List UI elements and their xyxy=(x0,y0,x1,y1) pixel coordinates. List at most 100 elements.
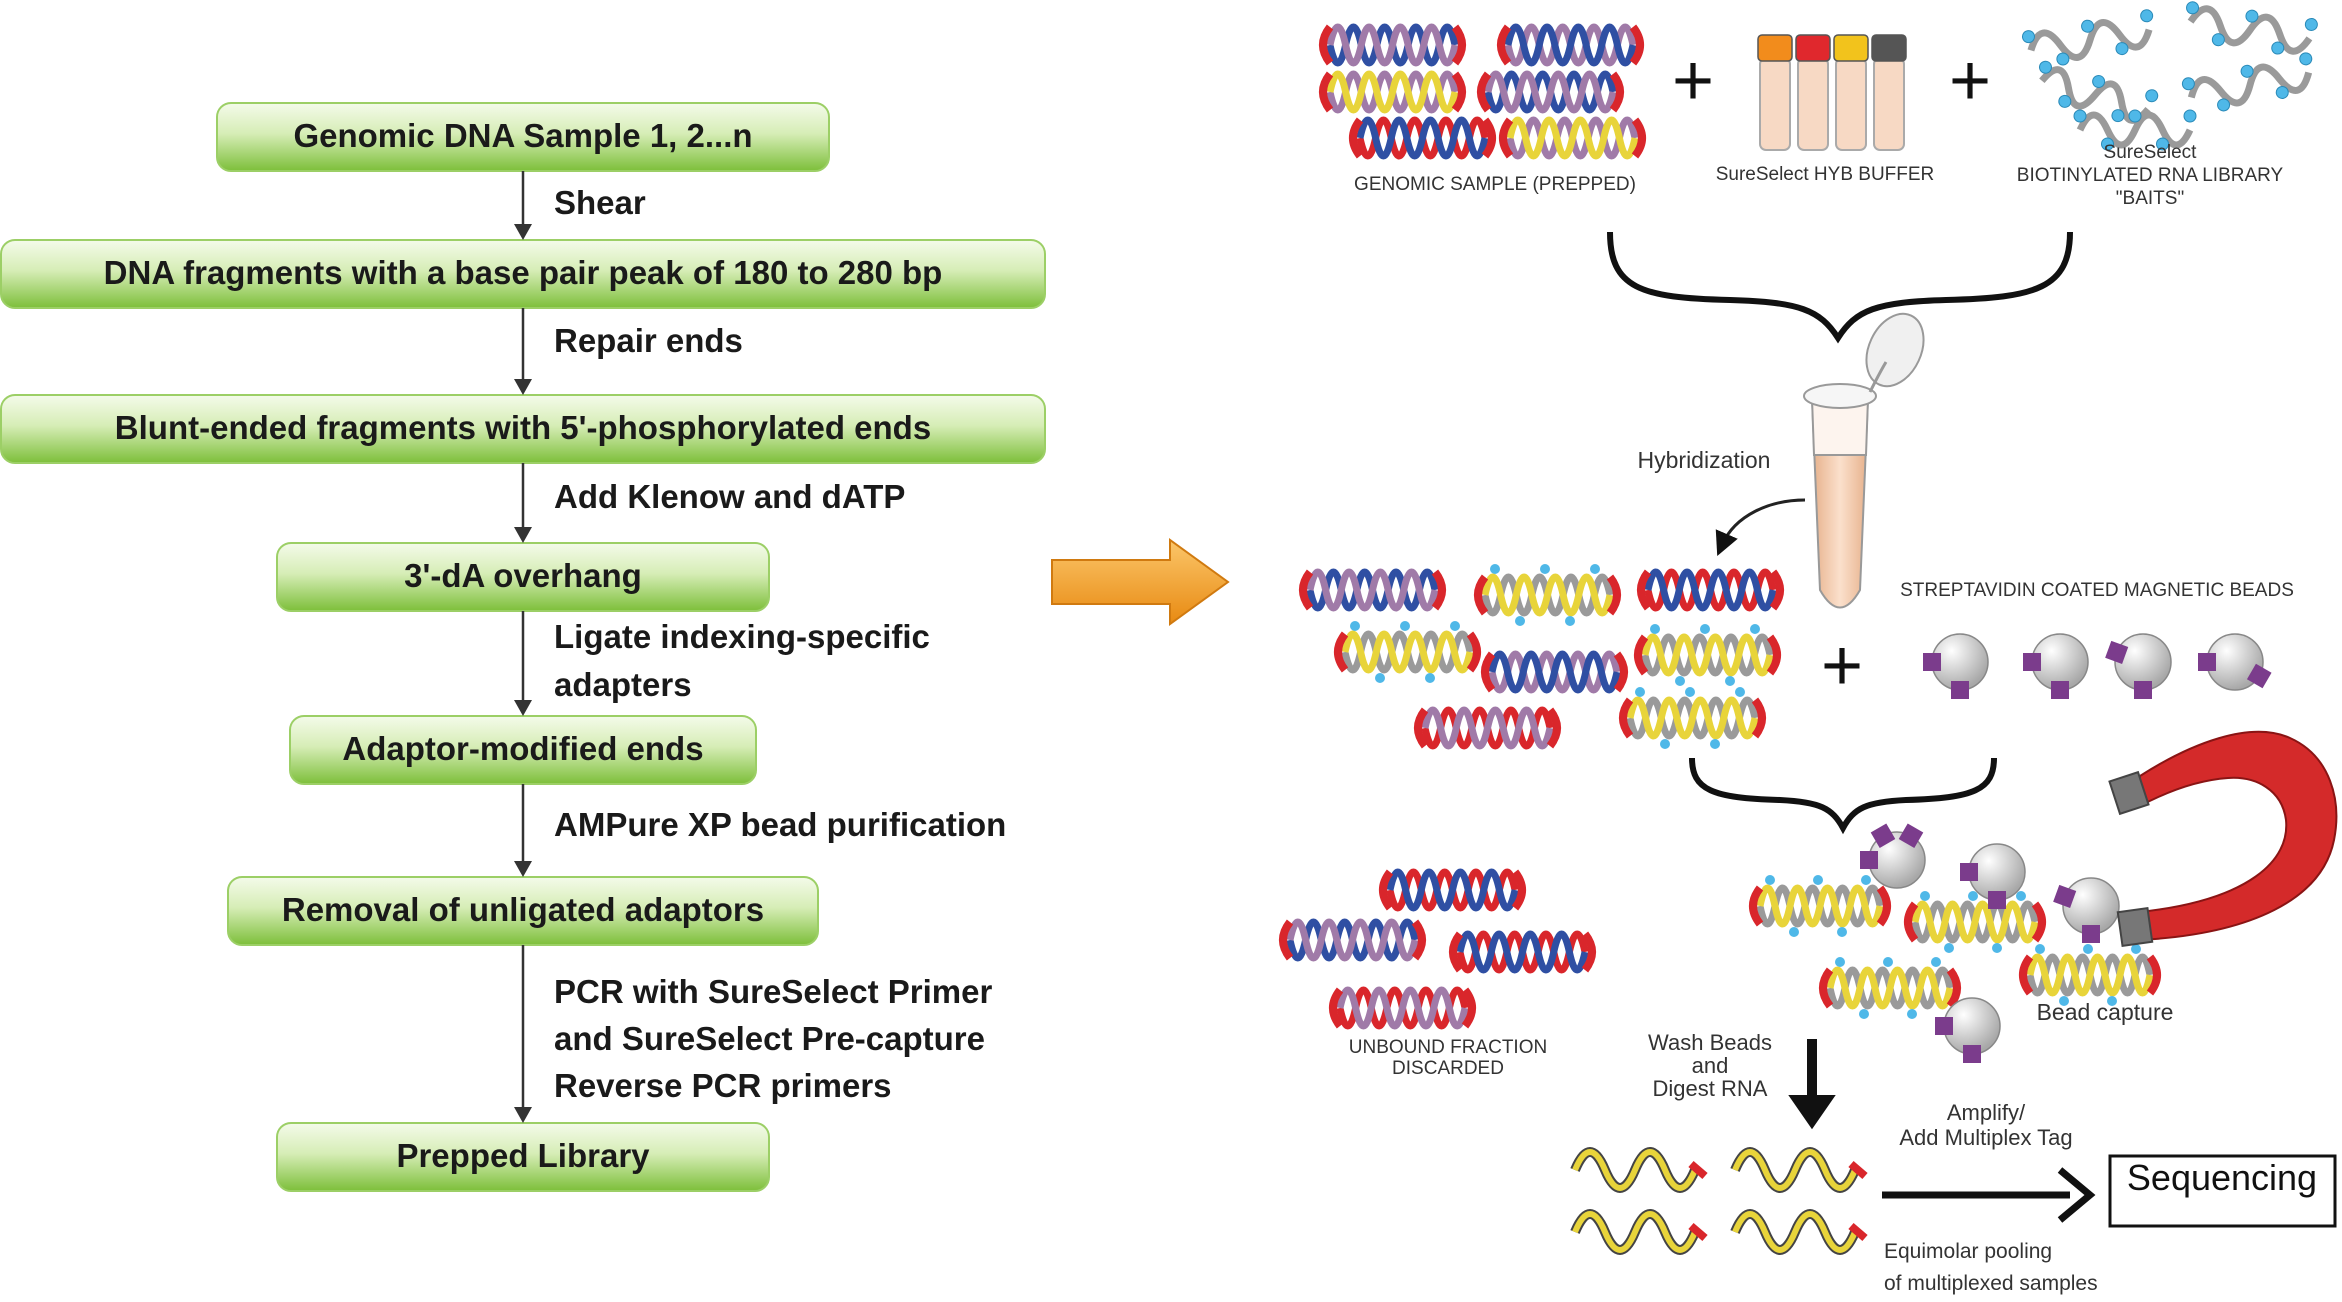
magnetic-bead xyxy=(2105,633,2172,699)
biotin-dot xyxy=(2021,30,2035,44)
rna-bait xyxy=(2186,1,2318,55)
dna-helix xyxy=(1634,624,1781,686)
helix-end xyxy=(1631,117,1646,159)
dna-helix xyxy=(1449,930,1596,974)
helix-end xyxy=(1499,117,1514,159)
dna-helix xyxy=(1497,23,1644,67)
amplify-label-line1: Amplify/ xyxy=(1947,1100,2026,1125)
amplify-arrow-head xyxy=(2057,1167,2096,1223)
combine-brace xyxy=(1607,231,2073,344)
dna-helix xyxy=(1414,706,1561,750)
strand-fill xyxy=(1732,1149,1858,1191)
helix-end xyxy=(1606,574,1621,616)
bait-strand xyxy=(2187,5,2313,55)
captured-strand xyxy=(1570,1147,1708,1193)
helix-end xyxy=(1637,569,1652,611)
flow-arrow-head xyxy=(514,1107,532,1123)
helix-strand xyxy=(1456,930,1589,974)
magnetic-bead xyxy=(2198,633,2272,691)
helix-end xyxy=(1481,651,1496,693)
biotin-dot xyxy=(1540,564,1550,574)
biotin-dot xyxy=(2145,89,2159,103)
helix-end xyxy=(1349,117,1364,159)
plus-sign: + xyxy=(1949,41,1991,121)
biotin-dot xyxy=(2111,109,2125,123)
helix-end xyxy=(1609,71,1624,113)
helix-end xyxy=(1474,574,1489,616)
biotin-dot xyxy=(1859,1009,1869,1019)
biotin-dot xyxy=(2059,996,2069,1006)
flow-box-label: Blunt-ended fragments with 5'-phosphoryl… xyxy=(115,409,931,446)
biotin-dot xyxy=(1375,673,1385,683)
dna-helix xyxy=(1499,116,1646,160)
biotin-dot xyxy=(2140,9,2154,23)
unbound-label-line2: DISCARDED xyxy=(1392,1058,1504,1079)
biotin-dot xyxy=(1931,957,1941,967)
helix-strand xyxy=(1421,706,1554,750)
magnetic-bead xyxy=(2023,633,2089,699)
helix-strand xyxy=(1341,630,1474,674)
bait-strand xyxy=(2039,66,2151,124)
biotin-dot xyxy=(1835,957,1845,967)
flow-step-label: PCR with SureSelect Primer xyxy=(554,973,992,1010)
dna-helix xyxy=(2019,944,2161,1006)
helix-strand xyxy=(1504,23,1637,67)
flow-box-label: Removal of unligated adaptors xyxy=(282,891,764,928)
streptavidin-tab xyxy=(2082,925,2100,943)
flow-step-label: AMPure XP bead purification xyxy=(554,806,1006,843)
target-capture-diagram: + + + GENOMIC SAMPLE (PREPPED) SureSelec… xyxy=(1279,1,2338,1295)
biotin-dot xyxy=(1590,564,1600,574)
baits-label-line3: "BAITS" xyxy=(2116,188,2184,209)
helix-strand xyxy=(1911,900,2039,944)
strand-end xyxy=(1848,1222,1868,1242)
dna-helix xyxy=(1319,70,1466,114)
streptavidin-tab xyxy=(1898,823,1924,849)
biotin-dot xyxy=(1920,891,1930,901)
dna-helices xyxy=(1279,1,2318,1255)
captured-strand xyxy=(1730,1209,1868,1255)
helix-end xyxy=(1477,71,1492,113)
hyb-buffer-tubes xyxy=(1757,34,1907,151)
flow-box-label: 3'-dA overhang xyxy=(404,557,642,594)
helix-end xyxy=(1749,885,1764,927)
magnetic-bead xyxy=(1935,997,2001,1063)
helix-end xyxy=(1546,707,1561,749)
magnetic-bead xyxy=(1923,633,1989,699)
flow-arrow-head xyxy=(514,861,532,877)
helix-end xyxy=(1299,569,1314,611)
dna-helix xyxy=(1474,564,1621,626)
biotin-dot xyxy=(2271,41,2285,55)
biotin-dot xyxy=(1685,687,1695,697)
helix-strand xyxy=(1356,116,1489,160)
sequencing-label: Sequencing xyxy=(2127,1157,2317,1198)
flow-step-label: adapters xyxy=(554,666,692,703)
biotin-dot xyxy=(2016,891,2026,901)
flow-arrow-head xyxy=(514,700,532,716)
biotin-dot xyxy=(2181,77,2195,91)
hyb-buffer-label: SureSelect HYB BUFFER xyxy=(1716,164,1935,185)
helix-strand xyxy=(1326,70,1459,114)
biotin-dot xyxy=(1635,687,1645,697)
sequencing-box xyxy=(2108,1154,2337,1228)
flow-step-label: and SureSelect Pre-capture xyxy=(554,1020,985,1057)
magnetic-beads xyxy=(1860,633,2272,1063)
helix-strand xyxy=(1326,23,1459,67)
helix-end xyxy=(1279,919,1294,961)
strand-end xyxy=(1848,1160,1868,1180)
biotin-dot xyxy=(2092,74,2106,88)
helix-end xyxy=(1414,707,1429,749)
pooling-label-line1: Equimolar pooling xyxy=(1884,1240,2052,1263)
helix-strand xyxy=(1336,986,1469,1030)
wash-label-line3: Digest RNA xyxy=(1653,1076,1768,1101)
biotin-dot xyxy=(2156,137,2169,151)
biotin-dot xyxy=(1750,624,1760,634)
biotin-dot xyxy=(1425,673,1435,683)
streptavidin-tab xyxy=(1870,823,1896,849)
magnetic-bead xyxy=(1960,843,2026,909)
biotin-dot xyxy=(2304,17,2318,31)
biotin-dot xyxy=(1515,616,1525,626)
biotin-dot xyxy=(2038,60,2052,74)
helix-strand xyxy=(1481,573,1614,617)
genomic-sample-label: GENOMIC SAMPLE (PREPPED) xyxy=(1354,174,1636,195)
helix-end xyxy=(1461,987,1476,1029)
